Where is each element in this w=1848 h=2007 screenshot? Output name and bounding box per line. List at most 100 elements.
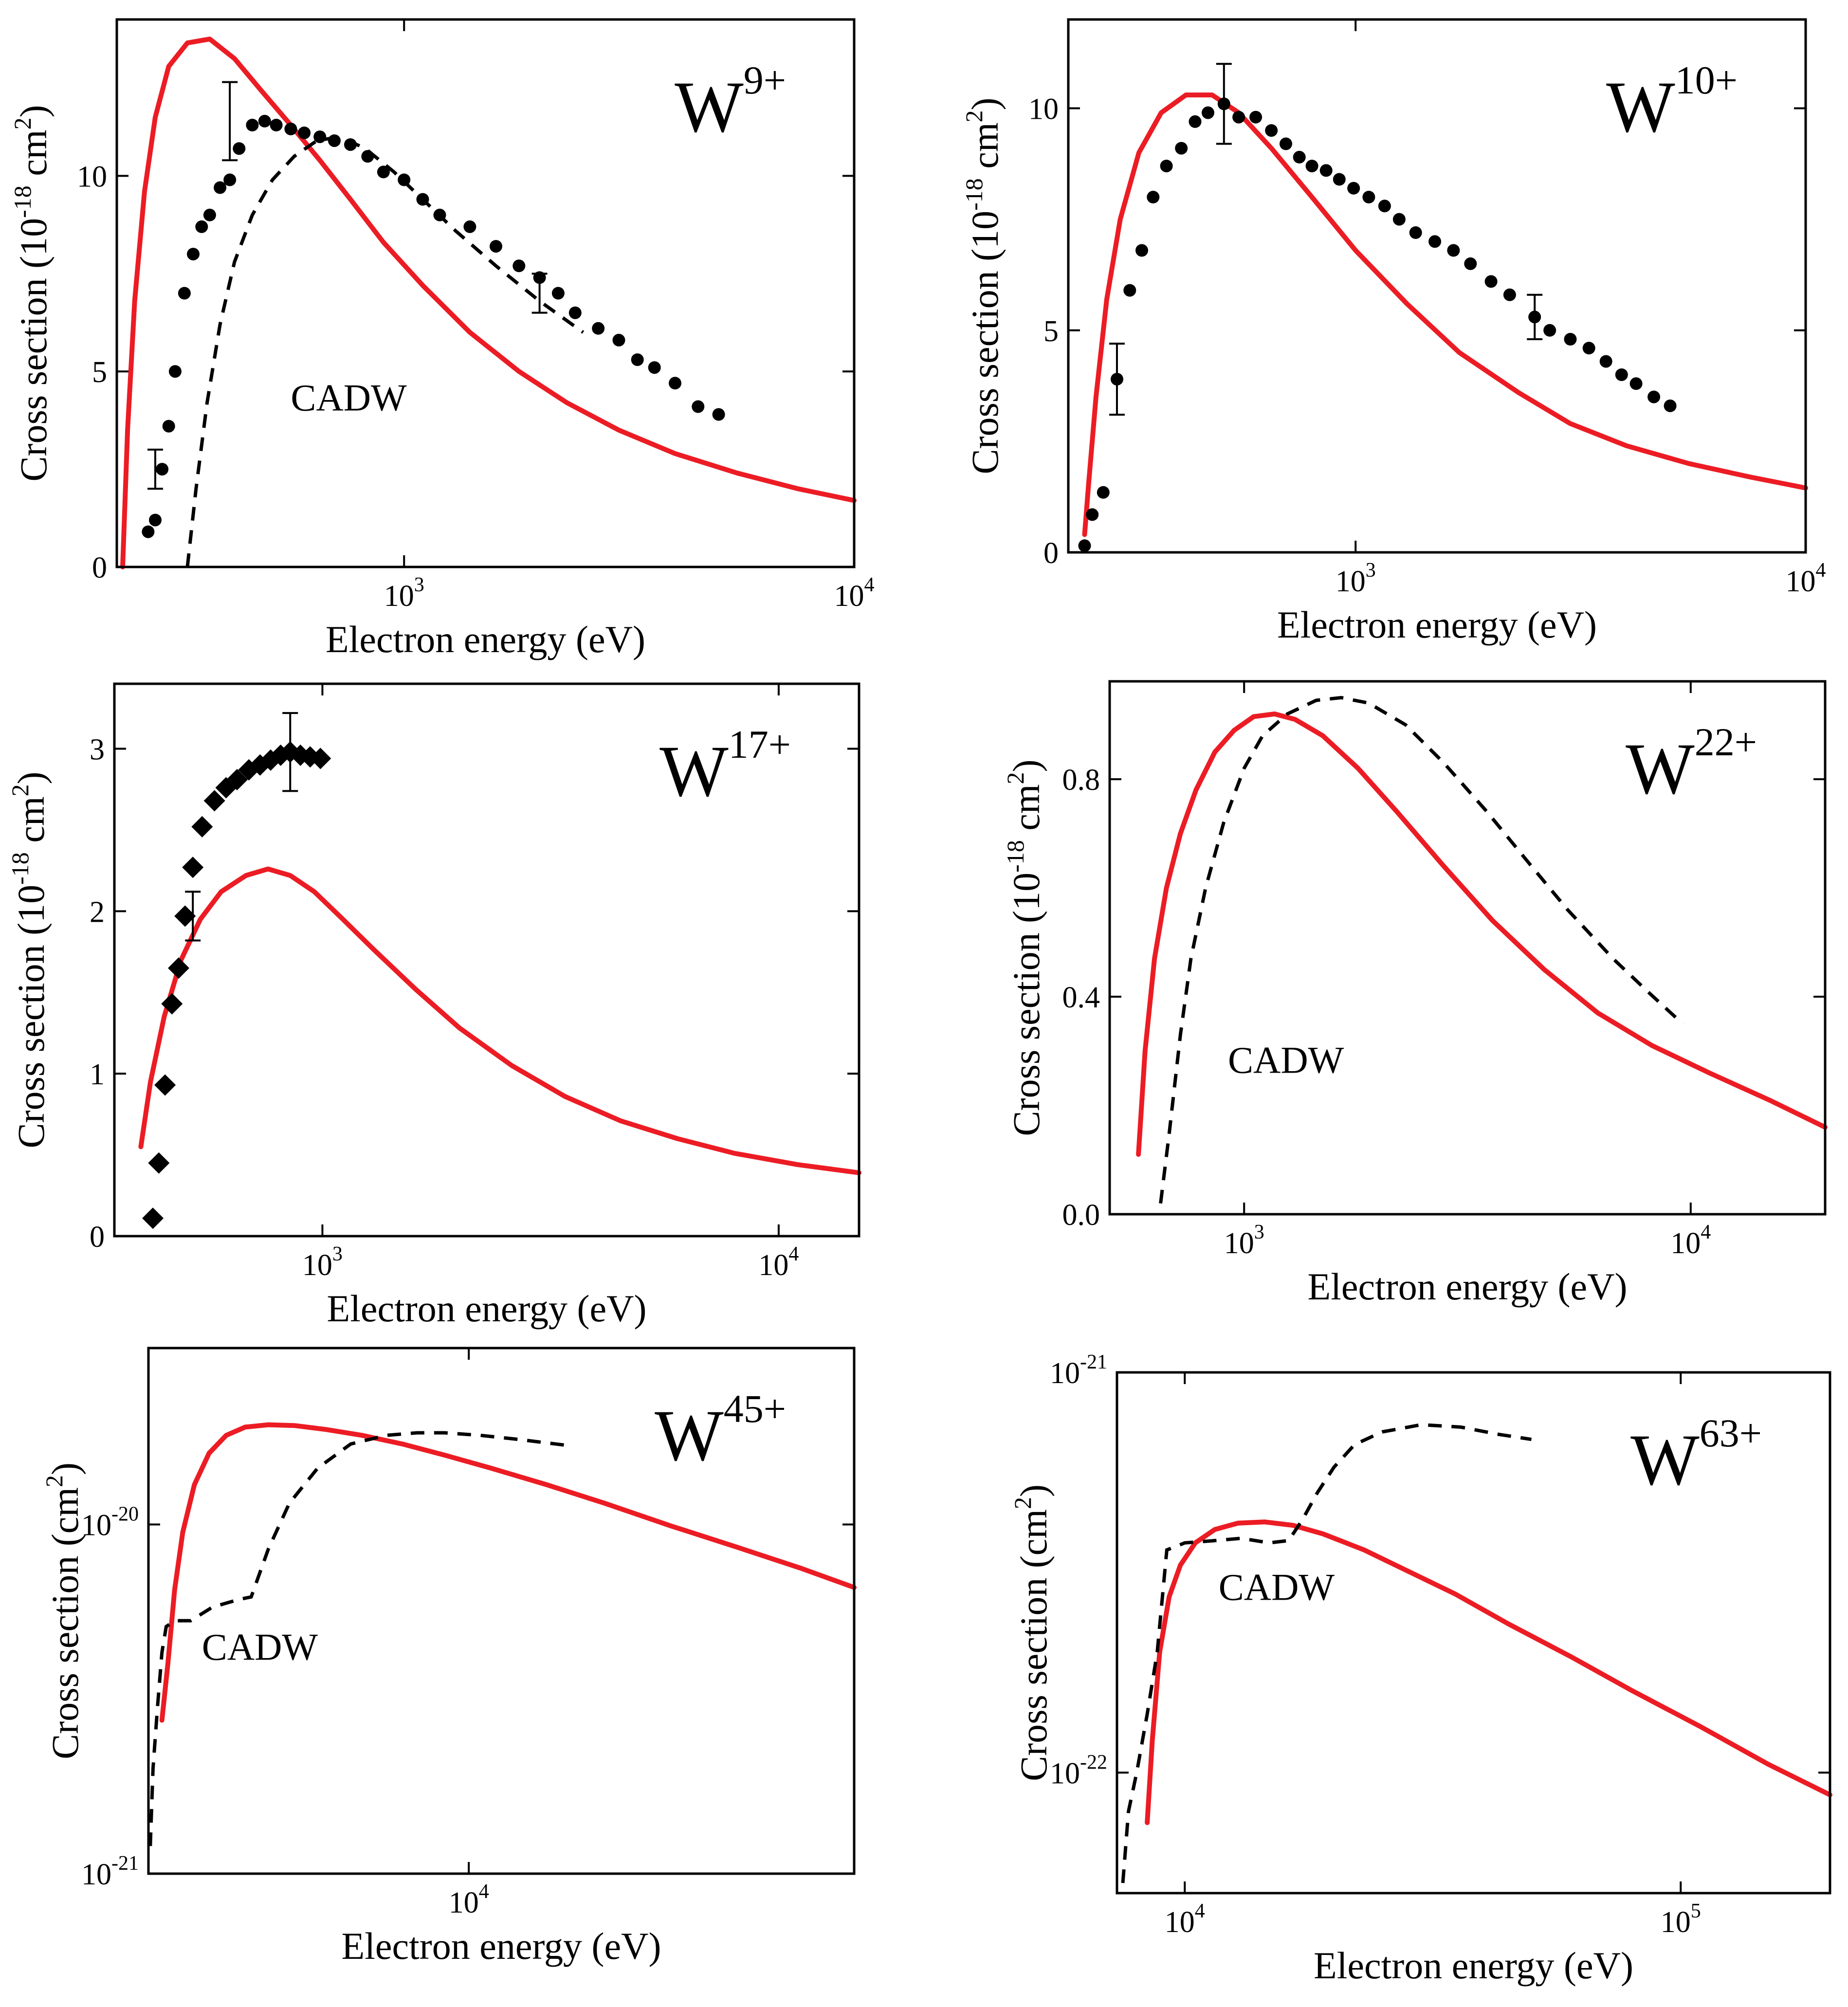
experiment-point	[1078, 539, 1091, 552]
experiment-point	[161, 993, 183, 1015]
y-tick-label: 0.0	[1062, 1199, 1100, 1232]
plot-frame	[147, 1347, 856, 1875]
y-axis-label: Cross section (10-18 cm2)	[6, 771, 52, 1148]
y-tick-label: 0.4	[1062, 981, 1100, 1014]
experiment-point	[1503, 288, 1516, 301]
experiment-point	[1123, 284, 1136, 297]
x-axis-label: Electron energy (eV)	[327, 1287, 647, 1330]
ion-label: W22+	[1626, 720, 1757, 809]
experiment-point	[310, 748, 331, 769]
x-tick-label: 104	[1165, 1900, 1205, 1939]
x-tick-label: 104	[1670, 1221, 1711, 1260]
ion-label: W63+	[1630, 1411, 1762, 1500]
experiment-point	[258, 114, 271, 128]
experiment-point	[191, 816, 213, 838]
y-tick-label: 10	[77, 160, 107, 193]
y-axis-label: Cross section (cm2)	[1009, 1484, 1055, 1781]
experiment-point	[154, 1074, 176, 1096]
y-tick-label: 0.8	[1062, 764, 1100, 797]
theory-curve	[159, 1422, 857, 1723]
experiment-point	[270, 119, 283, 131]
experiment-point	[1293, 150, 1306, 164]
experiment-point	[344, 138, 357, 151]
x-axis-label: Electron energy (eV)	[1277, 603, 1597, 646]
experiment-point	[490, 240, 502, 253]
y-tick-label: 0	[92, 551, 107, 584]
cadw-curve	[1121, 1423, 1532, 1883]
experiment-point	[1428, 235, 1442, 248]
experiment-point	[168, 365, 182, 378]
x-tick-label: 105	[1661, 1900, 1701, 1939]
experiment-point	[592, 322, 605, 335]
experiment-point	[1086, 508, 1099, 521]
experiment-point	[1202, 106, 1214, 119]
experiment-point	[167, 957, 189, 979]
experiment-point	[1097, 486, 1110, 499]
panel-W10: 103 104 0 5 10 Electron energy (eV) Cross sect…	[960, 18, 1826, 646]
ion-label: W10+	[1606, 58, 1738, 147]
experiment-point	[1543, 324, 1556, 337]
experiment-point	[551, 287, 565, 300]
experiment-point	[203, 208, 216, 221]
x-tick-label: 104	[1786, 559, 1826, 598]
plot-frame	[1108, 680, 1827, 1216]
experiment-point	[1464, 257, 1477, 270]
panel-W9: 103 104 0 5 10 Electron energy (eV) Cross sect…	[9, 18, 875, 660]
plot-frame	[1116, 1371, 1831, 1895]
x-axis-label: Electron energy (eV)	[326, 618, 645, 660]
experiment-point	[162, 420, 175, 433]
y-tick-label: 5	[92, 356, 107, 389]
experiment-point	[1484, 275, 1498, 288]
experiment-point	[195, 220, 208, 233]
y-tick-label: 10-21	[1050, 1351, 1107, 1390]
experiment-point	[1249, 110, 1262, 124]
experiment-point	[398, 173, 411, 186]
experiment-point	[1378, 200, 1391, 213]
y-axis-label: Cross section (10-18 cm2)	[960, 97, 1006, 474]
y-axis-label: Cross section (10-18 cm2)	[1002, 759, 1047, 1136]
y-tick-label: 10	[1028, 93, 1059, 126]
cadw-curve	[1159, 695, 1684, 1204]
cadw-curve	[148, 1431, 570, 1846]
experiment-point	[1615, 368, 1628, 381]
theory-curve	[1082, 92, 1808, 537]
panel-W45: 104 10-21 10-20 Electron energy (eV) Cross s…	[40, 1347, 857, 1967]
experiment-point	[1189, 115, 1202, 128]
experiment-point	[1333, 173, 1346, 186]
experiment-point	[298, 127, 311, 139]
y-tick-label: 10-22	[1050, 1751, 1107, 1790]
theory-curve	[138, 866, 861, 1175]
experiment-point	[631, 353, 644, 366]
x-tick-label: 103	[1224, 1221, 1264, 1260]
panel-W17: 103 104 0 1 2 3 Electron energy (eV) Cross sect…	[6, 682, 861, 1330]
experiment-point	[313, 130, 327, 144]
x-tick-label: 104	[834, 574, 875, 613]
theory-curve	[1145, 1519, 1832, 1825]
cadw-annotation: CADW	[1228, 1039, 1344, 1081]
experiment-point	[182, 857, 204, 878]
x-tick-label: 104	[758, 1243, 799, 1282]
experiment-point	[1599, 355, 1612, 368]
x-tick-label: 103	[384, 574, 424, 613]
experiment-point	[361, 150, 374, 163]
experiment-point	[1319, 164, 1333, 177]
theory-curve	[1136, 712, 1828, 1157]
x-axis-label: Electron energy (eV)	[1314, 1944, 1633, 1987]
experiment-point	[156, 463, 169, 476]
plot-frame	[1067, 18, 1807, 554]
y-tick-label: 5	[1043, 315, 1059, 348]
cadw-annotation: CADW	[1219, 1566, 1335, 1608]
experiment-point	[1582, 342, 1595, 355]
experiment-point	[1447, 244, 1460, 257]
experiment-point	[284, 123, 297, 135]
experiment-point	[1232, 110, 1245, 124]
experiment-point	[1280, 137, 1292, 150]
x-tick-label: 104	[449, 1880, 489, 1919]
experiment-point	[1664, 399, 1677, 412]
experiment-point	[1175, 142, 1188, 155]
experiment-point	[187, 248, 200, 261]
panel-W22: 103 104 0.0 0.4 0.8 Electron energy (eV) Cross…	[1002, 680, 1828, 1308]
experiment-point	[142, 525, 155, 538]
